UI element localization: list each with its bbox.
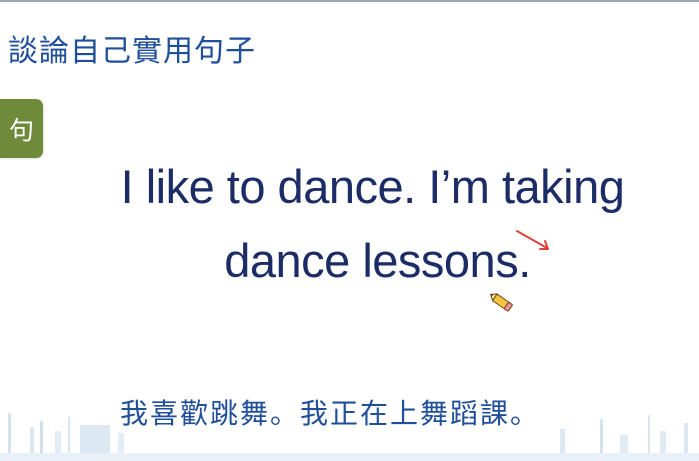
page-title: 談論自己實用句子 (8, 34, 256, 69)
sentence-badge-label: 句 (8, 115, 34, 145)
english-sentence-line-1: I like to dance. I’m taking (120, 160, 625, 213)
sentence-badge: 句 (0, 99, 43, 158)
top-divider (0, 0, 699, 2)
pencil-icon (490, 293, 513, 312)
chinese-translation: 我喜歡跳舞。我正在上舞蹈課。 (120, 397, 541, 430)
english-sentence-line-2: dance lessons. (224, 234, 531, 287)
footer-decoration (0, 413, 699, 461)
red-arrow-icon (516, 230, 549, 250)
english-sentence: I like to dance. I’m taking dance lesson… (0, 150, 699, 298)
